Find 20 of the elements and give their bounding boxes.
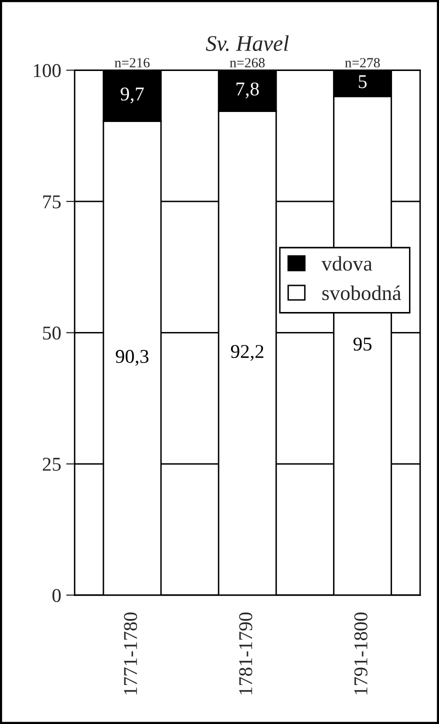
- y-tick-label: 100: [34, 64, 61, 78]
- data-label: 90,3: [116, 350, 148, 366]
- x-tick-label: 1771-1780: [124, 612, 138, 694]
- y-tick-label: 25: [42, 458, 61, 471]
- data-label: 92,2: [230, 344, 264, 361]
- data-label: 9,7: [120, 87, 144, 104]
- annotation: n=268: [230, 58, 265, 68]
- y-tick-label: 50: [43, 326, 61, 340]
- y-tick-label: 75: [43, 195, 61, 208]
- x-tick-label: 1781-1790: [239, 612, 252, 694]
- chart-title: Sv. Havel: [206, 35, 289, 52]
- x-tick-label: 1791-1800: [354, 612, 368, 694]
- data-label: 5: [358, 75, 367, 88]
- data-label: 95: [353, 338, 372, 351]
- legend-label: vdova: [322, 256, 372, 271]
- y-tick-label: 0: [52, 588, 61, 602]
- annotation: n=216: [114, 58, 150, 68]
- annotation: n=278: [345, 58, 380, 68]
- legend-label: svobodná: [322, 285, 402, 300]
- data-label: 7,8: [236, 82, 259, 98]
